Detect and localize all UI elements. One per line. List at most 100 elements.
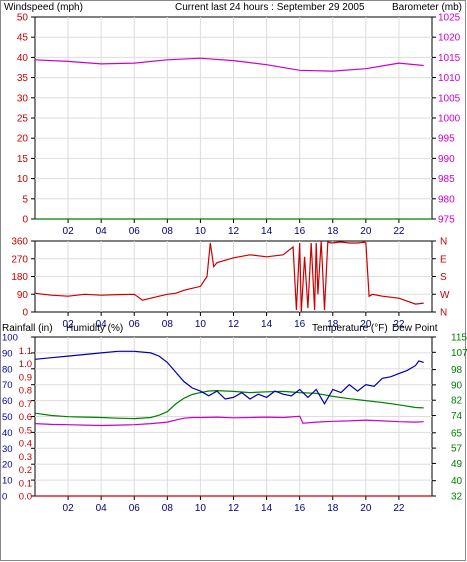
barometer-tick-label: 1005 bbox=[438, 93, 461, 104]
humidity-tick-label: 80 bbox=[2, 364, 13, 375]
x-tick-label: 02 bbox=[63, 503, 75, 514]
windspeed-tick-label: 45 bbox=[17, 33, 29, 44]
x-tick-label: 08 bbox=[162, 503, 174, 514]
rainfall-axis-label: Rainfall (in) bbox=[2, 323, 53, 334]
temperature-tick-label: 107 bbox=[451, 348, 467, 359]
x-tick-label: 22 bbox=[393, 226, 405, 237]
x-tick-label: 14 bbox=[261, 226, 273, 237]
rainfall-tick-label: 0.9 bbox=[19, 372, 32, 383]
compass-tick-label: W bbox=[440, 290, 450, 301]
rainfall-tick-label: 1.1 bbox=[19, 346, 32, 357]
barometer-tick-label: 985 bbox=[438, 174, 455, 185]
x-tick-label: 20 bbox=[360, 503, 372, 514]
barometer-tick-label: 1000 bbox=[438, 114, 461, 125]
barometer-tick-label: 995 bbox=[438, 134, 455, 145]
direction-tick-label: 0 bbox=[22, 308, 28, 319]
x-tick-label: 04 bbox=[96, 319, 108, 330]
direction-tick-label: 360 bbox=[11, 237, 28, 248]
x-tick-label: 18 bbox=[327, 503, 339, 514]
x-tick-label: 10 bbox=[195, 319, 207, 330]
x-tick-label: 12 bbox=[228, 503, 240, 514]
temperature-tick-label: 90 bbox=[451, 380, 463, 391]
compass-tick-label: E bbox=[440, 254, 447, 265]
barometer-tick-label: 1010 bbox=[438, 73, 461, 84]
x-tick-label: 22 bbox=[393, 503, 405, 514]
x-tick-label: 04 bbox=[96, 503, 108, 514]
humidity-series-line bbox=[34, 350, 424, 405]
humidity-tick-label: 30 bbox=[2, 444, 13, 455]
dewpoint-series-line bbox=[34, 415, 424, 427]
rainfall-tick-label: 0.3 bbox=[19, 452, 32, 463]
barometer-axis-label: Barometer (mb) bbox=[392, 2, 462, 13]
compass-tick-label: N bbox=[440, 237, 447, 248]
windspeed-tick-label: 50 bbox=[17, 13, 29, 24]
x-tick-label: 06 bbox=[129, 319, 141, 330]
x-tick-label: 14 bbox=[261, 503, 273, 514]
humidity-tick-label: 40 bbox=[2, 428, 13, 439]
barometer-tick-label: 975 bbox=[438, 215, 455, 226]
windspeed-tick-label: 10 bbox=[17, 174, 29, 185]
x-tick-label: 20 bbox=[360, 319, 372, 330]
temperature-tick-label: 49 bbox=[451, 459, 463, 470]
windspeed-tick-label: 5 bbox=[22, 194, 28, 205]
humidity-tick-label: 70 bbox=[2, 380, 13, 391]
barometer-tick-label: 990 bbox=[438, 154, 455, 165]
compass-tick-label: S bbox=[440, 272, 447, 283]
x-tick-label: 10 bbox=[195, 226, 207, 237]
wind-barometer-panel: 02 04 06 08 10 12 14 16 18 20 22051015202530354045… bbox=[17, 13, 461, 238]
windspeed-tick-label: 30 bbox=[17, 93, 29, 104]
windspeed-tick-label: 25 bbox=[17, 114, 29, 125]
rainfall-tick-label: 0.4 bbox=[19, 439, 32, 450]
barometer-tick-label: 1020 bbox=[438, 33, 461, 44]
humidity-tick-label: 90 bbox=[2, 348, 13, 359]
compass-tick-label: N bbox=[440, 308, 447, 319]
rainfall-tick-label: 0.1 bbox=[19, 478, 32, 489]
humidity-tick-label: 0 bbox=[2, 492, 7, 503]
rainfall-tick-label: 0.6 bbox=[19, 412, 32, 423]
x-tick-label: 02 bbox=[63, 319, 75, 330]
x-tick-label: 16 bbox=[294, 226, 306, 237]
temperature-tick-label: 65 bbox=[451, 428, 463, 439]
windspeed-tick-label: 40 bbox=[17, 53, 29, 64]
barometer-tick-label: 1015 bbox=[438, 53, 461, 64]
temperature-tick-label: 32 bbox=[451, 492, 463, 503]
barometer-series-line bbox=[34, 57, 424, 72]
x-tick-label: 08 bbox=[162, 319, 174, 330]
rainfall-tick-label: 1.0 bbox=[19, 359, 32, 370]
x-tick-label: 18 bbox=[327, 226, 339, 237]
barometer-tick-label: 980 bbox=[438, 194, 455, 205]
humidity-tick-label: 50 bbox=[2, 412, 13, 423]
humidity-tick-label: 100 bbox=[2, 333, 18, 344]
humidity-temperature-panel: 02 04 06 08 10 12 14 16 18 20 22 0 10 20 30 40 50 60 70 80 9… bbox=[2, 333, 467, 515]
humidity-axis-label: Humidity (%) bbox=[66, 323, 123, 334]
x-tick-label: 06 bbox=[129, 226, 141, 237]
wind-direction-series-line bbox=[34, 240, 424, 313]
rainfall-tick-label: 0.8 bbox=[19, 386, 32, 397]
barometer-tick-label: 1025 bbox=[438, 13, 461, 24]
temperature-tick-label: 57 bbox=[451, 444, 463, 455]
direction-tick-label: 90 bbox=[17, 290, 29, 301]
temperature-series-line bbox=[34, 389, 424, 420]
x-tick-label: 14 bbox=[261, 319, 273, 330]
x-tick-label: 02 bbox=[63, 226, 75, 237]
x-tick-label: 12 bbox=[228, 226, 240, 237]
humidity-tick-label: 60 bbox=[2, 396, 13, 407]
x-tick-label: 08 bbox=[162, 226, 174, 237]
temperature-tick-label: 40 bbox=[451, 476, 463, 487]
windspeed-tick-label: 0 bbox=[22, 215, 28, 226]
x-tick-label: 22 bbox=[393, 319, 405, 330]
temperature-axis-label: Temperature (°F) bbox=[312, 323, 388, 334]
direction-tick-label: 270 bbox=[11, 254, 28, 265]
rainfall-tick-label: 0.2 bbox=[19, 465, 32, 476]
x-tick-label: 04 bbox=[96, 226, 108, 237]
windspeed-tick-label: 20 bbox=[17, 134, 29, 145]
chart-title: Current last 24 hours : September 29 200… bbox=[175, 2, 365, 13]
x-tick-label: 12 bbox=[228, 319, 240, 330]
temperature-tick-label: 82 bbox=[451, 396, 463, 407]
temperature-tick-label: 74 bbox=[451, 411, 463, 422]
temperature-tick-label: 115 bbox=[451, 333, 467, 344]
windspeed-axis-label: Windspeed (mph) bbox=[4, 2, 83, 13]
x-tick-label: 16 bbox=[294, 319, 306, 330]
